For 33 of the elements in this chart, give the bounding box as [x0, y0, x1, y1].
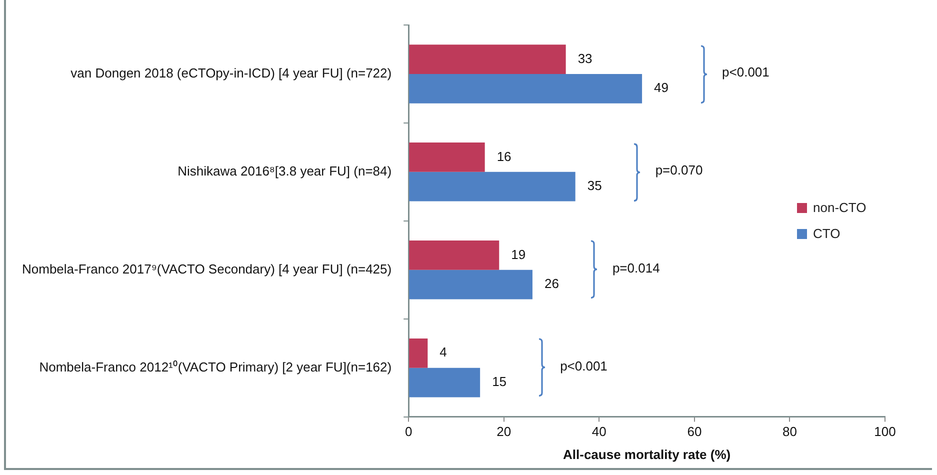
- x-tick-label: 40: [592, 424, 606, 440]
- x-tick-label: 80: [782, 424, 797, 440]
- annotation: p=0.014: [612, 260, 660, 276]
- bar: [409, 172, 576, 202]
- data-label: 26: [544, 276, 559, 292]
- x-tick-label: 0: [404, 424, 412, 440]
- x-tick-label: 20: [496, 424, 512, 440]
- bar: [409, 142, 485, 172]
- bar: [409, 270, 532, 300]
- y-tick-label: Nishikawa 2016⁸[3.8 year FU] (n=84): [178, 164, 392, 179]
- legend-label: CTO: [813, 226, 840, 242]
- y-tick-label: Nombela-Franco 2012¹⁰(VACTO Primary) [2 year FU](n=162): [39, 359, 392, 374]
- bar: [409, 44, 566, 74]
- x-tick-label: 100: [874, 424, 896, 440]
- data-label: 49: [654, 80, 669, 96]
- bar: [409, 74, 642, 104]
- x-tick-label: 60: [687, 424, 702, 440]
- data-label: 15: [492, 374, 507, 390]
- data-label: 33: [578, 50, 592, 66]
- y-tick-label: van Dongen 2018 (eCTOpy-in-ICD) [4 year FU] (n=722): [70, 66, 392, 81]
- x-axis-title: All-cause mortality rate (%): [563, 446, 731, 462]
- data-label: 35: [587, 178, 602, 194]
- bar: [409, 240, 500, 270]
- y-tick-label: Nombela-Franco 2017⁹(VACTO Secondary) [4 year FU] (n=425): [22, 261, 392, 276]
- bar: [409, 368, 480, 398]
- annotation: p<0.001: [560, 358, 608, 374]
- data-label: 4: [440, 344, 447, 360]
- annotation: p=0.070: [655, 162, 703, 178]
- data-label: 16: [496, 148, 512, 164]
- bar: [409, 338, 428, 368]
- data-label: 19: [511, 246, 526, 262]
- legend-label: non-CTO: [813, 200, 866, 216]
- annotation: p<0.001: [722, 64, 770, 80]
